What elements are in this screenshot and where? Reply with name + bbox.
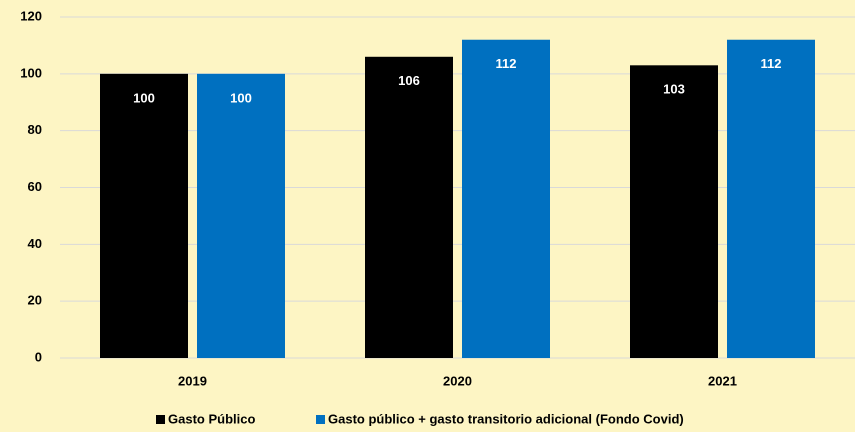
- data-label: 112: [496, 56, 517, 71]
- bar: [197, 73, 285, 358]
- y-tick-label: 0: [35, 349, 42, 364]
- x-tick-label: 2019: [178, 373, 207, 388]
- data-label: 100: [230, 90, 252, 105]
- data-label: 112: [761, 56, 782, 71]
- bar: [727, 39, 815, 358]
- bar: [462, 39, 550, 358]
- y-tick-label: 20: [28, 293, 42, 308]
- legend-swatch: [156, 415, 165, 424]
- data-label: 106: [398, 73, 420, 88]
- y-tick-label: 60: [28, 179, 42, 194]
- y-tick-label: 40: [28, 236, 42, 251]
- bar: [365, 56, 453, 359]
- bar: [630, 65, 718, 358]
- bar: [100, 73, 188, 358]
- legend-label: Gasto Público: [168, 411, 255, 426]
- legend-label: Gasto público + gasto transitorio adicio…: [328, 411, 684, 426]
- y-tick-label: 100: [20, 65, 42, 80]
- data-label: 100: [133, 90, 155, 105]
- y-tick-label: 80: [28, 122, 42, 137]
- x-tick-label: 2020: [443, 373, 472, 388]
- x-tick-label: 2021: [708, 373, 737, 388]
- y-tick-label: 120: [20, 8, 42, 23]
- legend-swatch: [316, 415, 325, 424]
- data-label: 103: [663, 82, 685, 97]
